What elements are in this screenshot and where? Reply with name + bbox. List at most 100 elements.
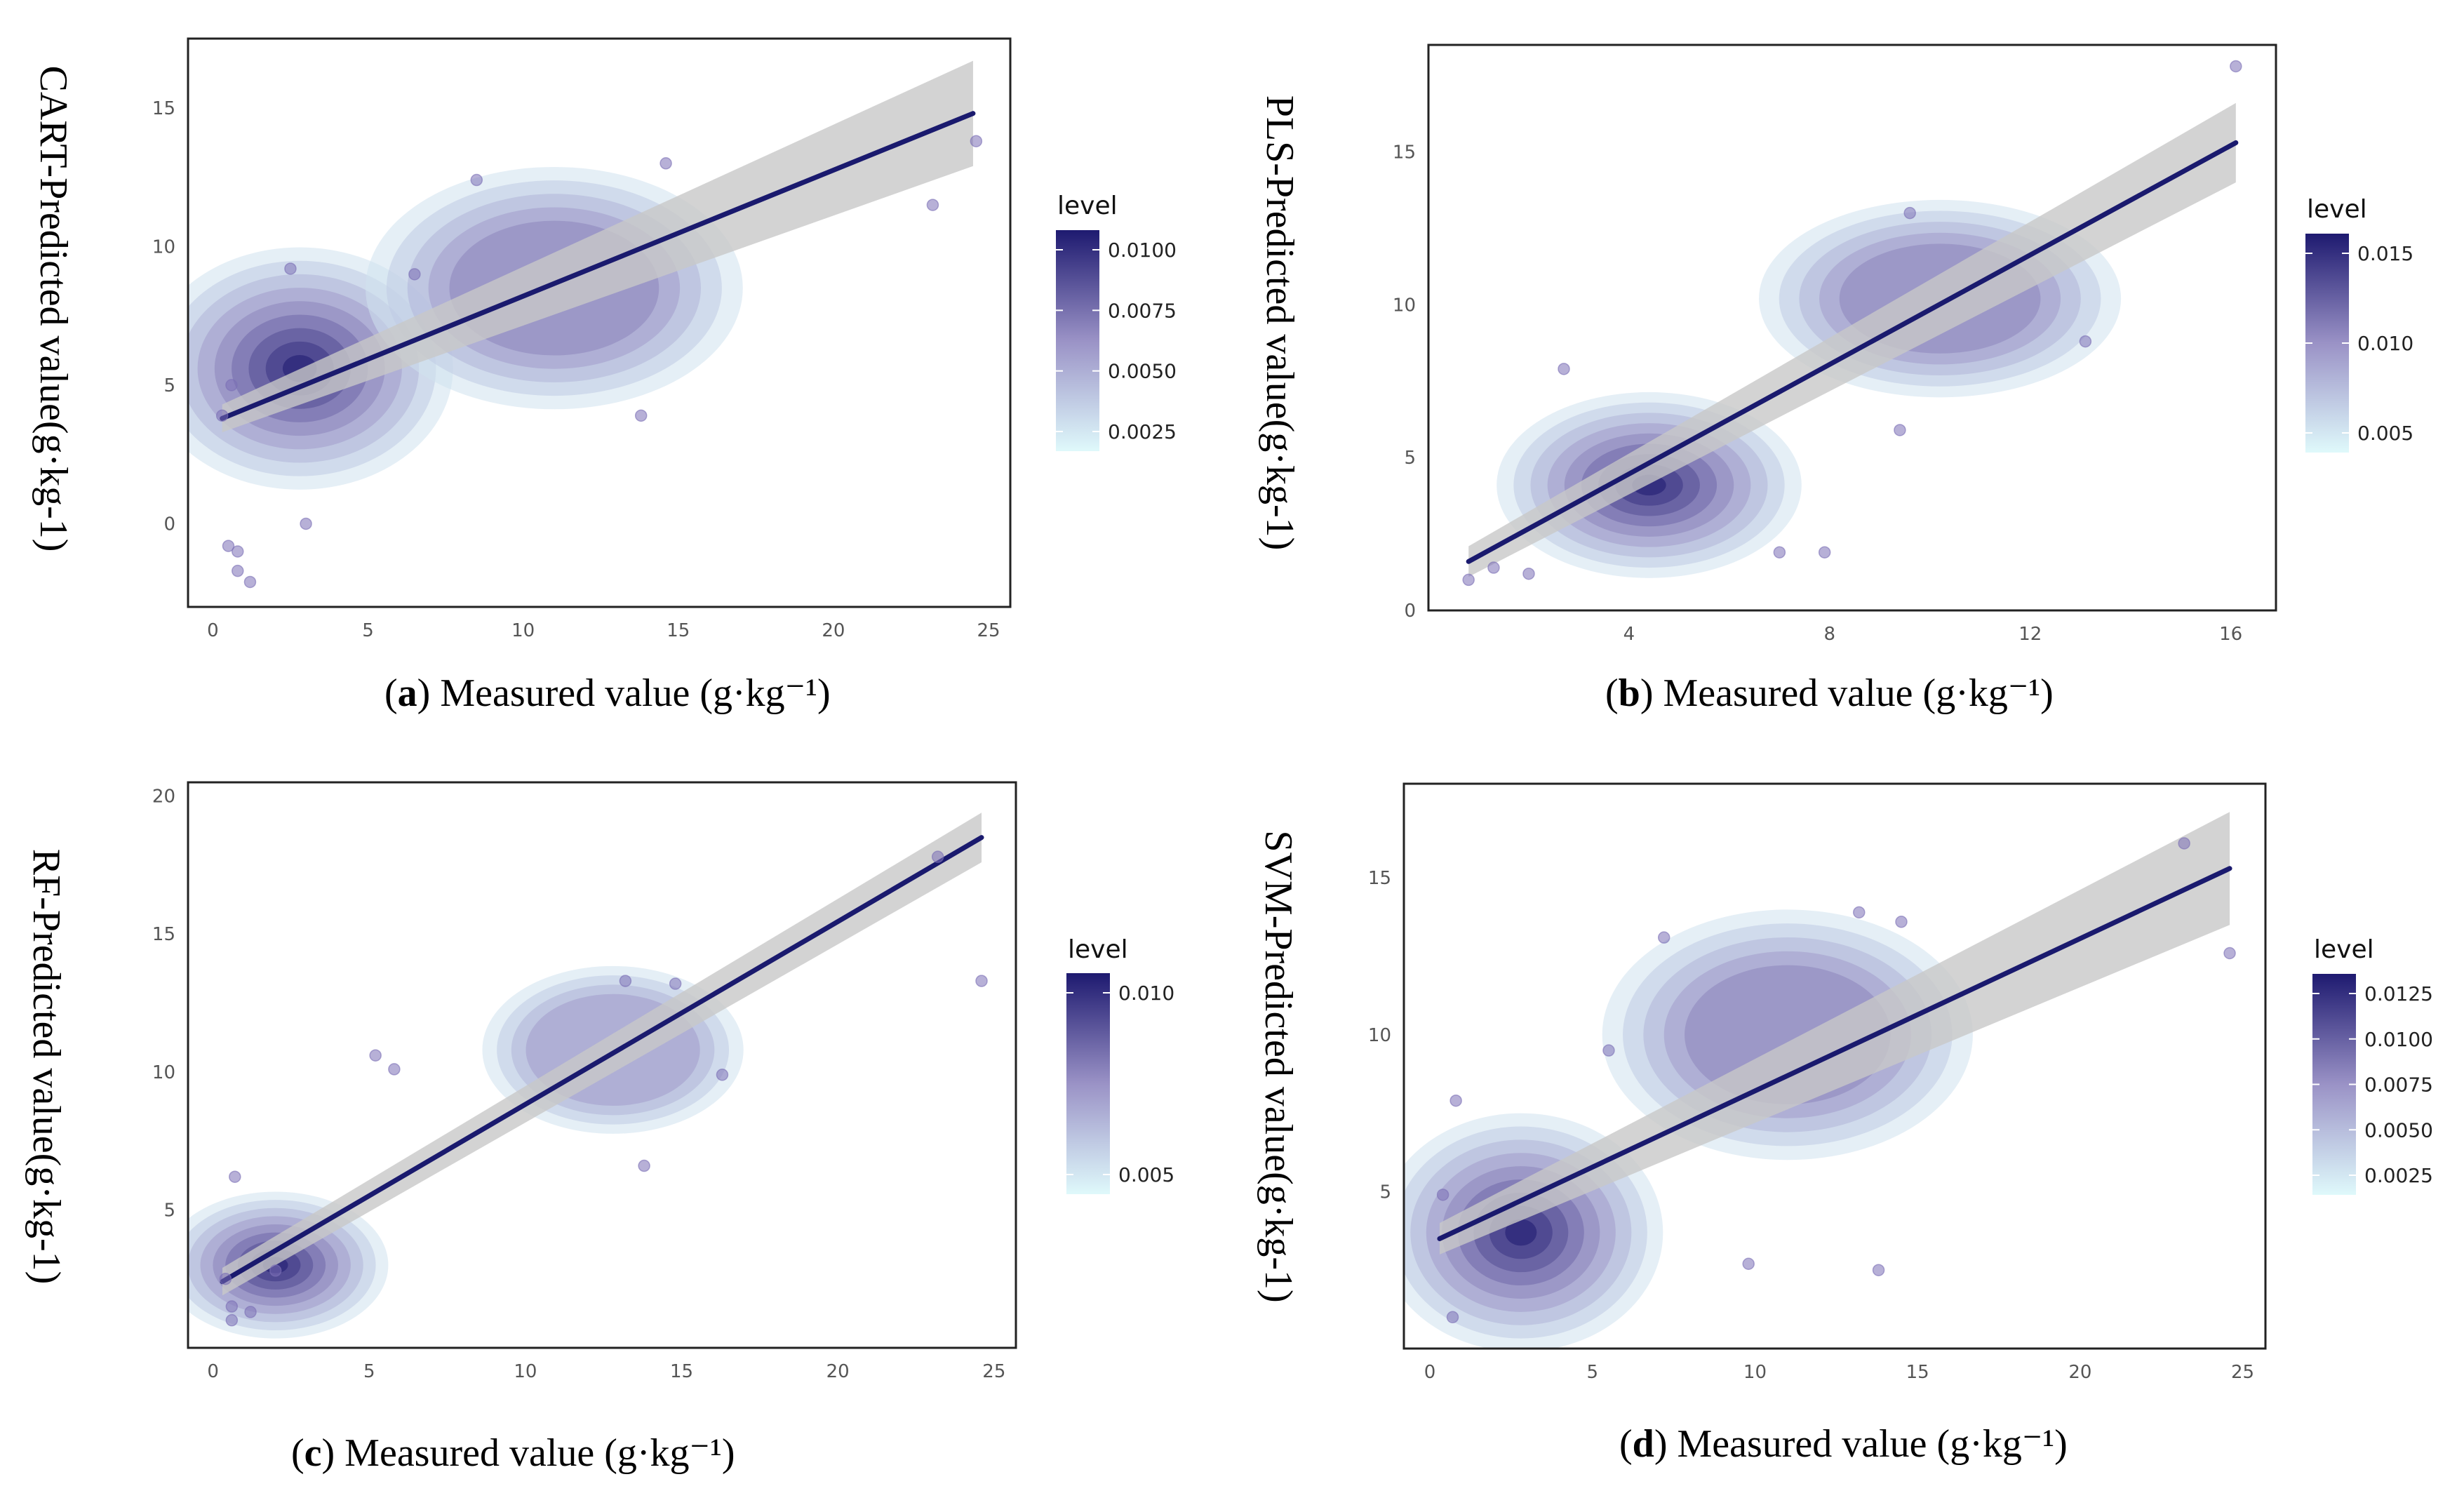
x-tick-label: 8 — [1824, 624, 1836, 645]
chart-b: 4 8 12 16 0 5 10 15 PLS-Predicted value(g·kg-1) l… — [1258, 44, 2413, 645]
data-point-9 — [470, 173, 483, 187]
data-point-11 — [716, 1069, 729, 1081]
legend-tick-label: 0.0125 — [2364, 982, 2433, 1005]
data-point-7 — [284, 262, 297, 275]
legend-tick-label: 0.010 — [1118, 982, 1174, 1005]
y-tick-label: 10 — [1393, 295, 1416, 316]
legend-title: level — [2314, 935, 2374, 964]
data-point-6 — [1853, 906, 1866, 919]
data-point-8 — [300, 517, 312, 530]
chart-d: 0 5 10 15 20 25 5 10 15 SVM-Predicted value(g·kg-… — [1257, 782, 2433, 1383]
y-tick-label: 0 — [163, 514, 175, 535]
fit-line — [220, 111, 976, 421]
panel-d: 0 5 10 15 20 25 5 10 15 SVM-Predicted value(g·kg-… — [1232, 744, 2464, 1505]
data-point-1 — [1462, 573, 1475, 587]
x-tick-label: 20 — [822, 620, 845, 641]
data-point-8 — [1872, 1264, 1885, 1276]
x-tick-label: 16 — [2219, 624, 2242, 645]
data-point-10 — [638, 1159, 650, 1172]
data-point-14 — [408, 268, 421, 281]
chart-a: 0 5 10 15 20 25 0 5 10 15 CART-Predicted value(g·k… — [32, 37, 1177, 641]
colorbar — [1056, 230, 1099, 451]
x-tick-label: 25 — [977, 620, 1000, 641]
y-axis-label: SVM-Predicted value(g·kg-1) — [1257, 830, 1300, 1302]
x-tick-label: 20 — [2068, 1362, 2091, 1383]
legend-tick-label: 0.005 — [1118, 1163, 1174, 1186]
x-tick-label: 0 — [207, 1361, 219, 1382]
data-point-14 — [269, 1264, 282, 1277]
data-point-1 — [1436, 1189, 1449, 1201]
data-point-2 — [229, 1170, 241, 1183]
data-point-5 — [244, 1306, 257, 1318]
caption-b: (b) Measured value (g·kg⁻¹) — [1605, 671, 2054, 715]
data-point-5 — [1742, 1257, 1755, 1270]
data-point-2 — [1487, 561, 1500, 574]
data-point-8 — [2079, 335, 2092, 348]
x-tick-label: 12 — [2018, 624, 2042, 645]
legend-tick-label: 0.0075 — [1108, 299, 1177, 322]
plot-frame — [1427, 44, 2277, 612]
x-tick-label: 5 — [1586, 1362, 1598, 1383]
x-tick-label: 5 — [363, 1361, 375, 1382]
y-tick-label: 15 — [1368, 868, 1391, 889]
x-tick-label: 0 — [207, 620, 219, 641]
data-point-7 — [1903, 206, 1916, 220]
data-point-3 — [225, 1300, 239, 1313]
x-tick-label: 15 — [670, 1361, 693, 1382]
x-tick-label: 0 — [1424, 1362, 1436, 1383]
data-point-7 — [388, 1063, 401, 1076]
plot-frame — [187, 781, 1017, 1349]
data-point-1 — [219, 1272, 232, 1285]
colorbar — [2312, 974, 2356, 1195]
legend-title: level — [2307, 195, 2367, 224]
legend-title: level — [1068, 935, 1128, 964]
data-point-13 — [975, 975, 988, 987]
y-tick-label: 5 — [163, 375, 175, 396]
x-tick-label: 25 — [982, 1361, 1005, 1382]
legend-tick-label: 0.0050 — [1108, 360, 1177, 383]
y-tick-label: 15 — [1393, 142, 1416, 163]
y-tick-label: 15 — [152, 98, 175, 119]
colorbar — [2305, 234, 2349, 453]
data-point-4 — [225, 1313, 239, 1327]
confidence-band — [1468, 102, 2236, 577]
fit-line — [1437, 866, 2232, 1241]
fit-line — [1466, 140, 2239, 564]
data-point-9 — [669, 977, 682, 990]
legend-tick-label: 0.0100 — [1108, 239, 1177, 262]
plot-frame — [1402, 782, 2267, 1350]
x-tick-label: 10 — [511, 620, 535, 641]
data-point-8 — [619, 975, 632, 987]
legend-tick-label: 0.0025 — [1108, 420, 1177, 443]
legend-tick-label: 0.005 — [2357, 422, 2413, 445]
legend-tick-label: 0.010 — [2357, 332, 2413, 355]
data-point-2 — [1446, 1311, 1459, 1324]
data-point-7 — [1895, 916, 1908, 928]
data-point-5 — [243, 575, 257, 589]
data-point-12 — [926, 199, 939, 211]
panel-c: 0 5 10 15 20 25 5 10 15 20 RF-Predicted value(g·kg… — [0, 744, 1232, 1505]
x-tick-label: 5 — [362, 620, 374, 641]
y-axis-label: CART-Predicted value(g·kg-1) — [32, 66, 75, 552]
panel-a: 0 5 10 15 20 25 0 5 10 15 CART-Predicted value(g·k… — [0, 0, 1232, 744]
x-tick-label: 25 — [2231, 1362, 2254, 1383]
data-point-4 — [232, 564, 244, 577]
data-point-9 — [2230, 60, 2242, 73]
data-point-10 — [634, 409, 648, 422]
data-point-6 — [225, 379, 238, 392]
data-point-6 — [369, 1049, 382, 1062]
y-tick-label: 20 — [152, 787, 175, 808]
data-point-12 — [931, 850, 944, 863]
legend-tick-label: 0.0025 — [2364, 1164, 2433, 1187]
x-tick-label: 4 — [1623, 624, 1635, 645]
colorbar — [1066, 973, 1110, 1194]
y-tick-label: 5 — [1404, 448, 1416, 469]
chart-c: 0 5 10 15 20 25 5 10 15 20 RF-Predicted value(g·kg… — [25, 781, 1174, 1382]
x-tick-label: 20 — [826, 1361, 850, 1382]
caption-a: (a) Measured value (g·kg⁻¹) — [384, 671, 831, 715]
legend-title: level — [1057, 192, 1118, 220]
y-axis-label: RF-Predicted value(g·kg-1) — [25, 849, 68, 1284]
legend-tick-label: 0.0075 — [2364, 1073, 2433, 1097]
y-tick-label: 5 — [1379, 1182, 1391, 1203]
data-point-6 — [1894, 424, 1906, 436]
